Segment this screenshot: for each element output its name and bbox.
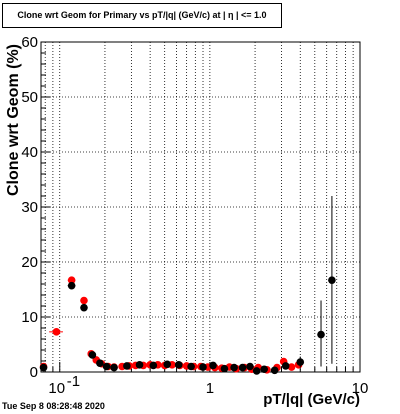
data-point — [220, 364, 229, 373]
y-axis-label: Clone wrt Geom (%) — [5, 43, 22, 197]
data-point — [163, 360, 172, 369]
data-point — [238, 363, 247, 372]
data-point — [80, 296, 88, 305]
x-axis-label: pT/|q| (GeV/c) — [263, 391, 360, 408]
x-tick-label-exponent: -1 — [67, 373, 80, 390]
data-point — [230, 363, 238, 372]
grid-lines — [41, 42, 360, 372]
y-tick-label: 30 — [21, 199, 38, 216]
y-tick-label: 40 — [21, 144, 38, 161]
y-tick-label: 20 — [21, 254, 38, 271]
data-point — [199, 363, 207, 371]
data-point — [110, 363, 118, 372]
x-tick-label: 10 — [352, 380, 369, 397]
y-tick-label: 0 — [30, 364, 38, 381]
data-point — [246, 362, 254, 371]
data-point — [39, 363, 48, 372]
data-point — [252, 367, 261, 375]
data-point — [296, 358, 305, 366]
data-point — [96, 359, 104, 368]
data-point — [174, 361, 183, 369]
data-point — [317, 330, 325, 339]
timestamp: Tue Sep 8 08:28:48 2020 — [2, 401, 105, 411]
data-point — [260, 365, 268, 374]
data-point — [270, 366, 279, 375]
y-tick-label: 10 — [21, 309, 38, 326]
axes — [40, 41, 361, 373]
chart-title: Clone wrt Geom for Primary vs pT/|q| (Ge… — [2, 3, 282, 28]
y-tick-label: 50 — [21, 89, 38, 106]
x-tick-label: 1 — [206, 380, 214, 397]
data-point — [102, 362, 111, 371]
data-point — [328, 276, 336, 284]
data-point — [52, 328, 61, 336]
data-point — [80, 303, 88, 312]
data-point — [123, 362, 131, 370]
data-point — [88, 351, 97, 359]
data-point — [281, 362, 290, 370]
y-tick-label: 60 — [21, 34, 38, 51]
data-point — [209, 361, 217, 370]
data-point — [67, 281, 76, 290]
data-point — [135, 361, 144, 369]
x-tick-label: 10 — [48, 380, 65, 397]
data-point — [149, 361, 158, 370]
data-markers — [39, 196, 336, 375]
data-point — [67, 276, 76, 284]
data-point — [287, 363, 296, 371]
data-point — [187, 362, 195, 371]
